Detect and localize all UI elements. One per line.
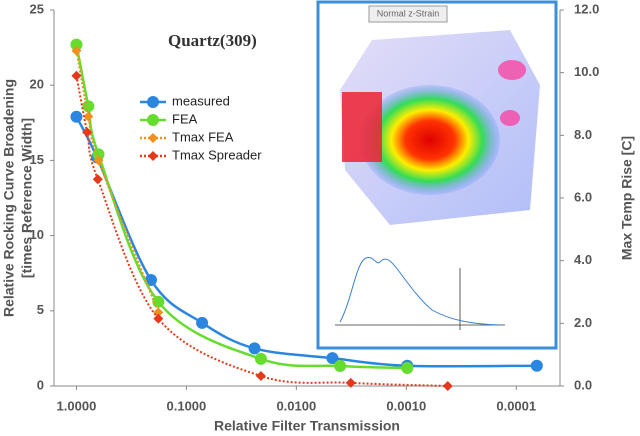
inset-title: Normal z-Strain xyxy=(377,8,440,18)
y-axis-label: Relative Rocking Curve Broadening xyxy=(1,79,17,317)
legend-marker xyxy=(148,133,158,143)
x-tick-label: 0.0001 xyxy=(496,398,536,413)
data-point xyxy=(71,70,82,81)
legend-marker xyxy=(147,96,159,108)
y2-tick-label: 6.0 xyxy=(574,189,592,204)
legend-label: FEA xyxy=(172,111,198,126)
strain-edge xyxy=(342,92,382,162)
inset-curve xyxy=(339,256,501,326)
data-point xyxy=(255,370,266,381)
data-point xyxy=(153,313,164,324)
x-tick-label: 0.1000 xyxy=(167,398,207,413)
data-point xyxy=(345,377,356,388)
data-point xyxy=(82,127,93,138)
y-tick-label: 10 xyxy=(30,227,44,242)
y-tick-label: 15 xyxy=(30,152,44,167)
x-axis-label: Relative Filter Transmission xyxy=(214,418,400,434)
data-point xyxy=(70,38,83,51)
y-axis-label: [times Reference Width] xyxy=(19,118,35,278)
data-point xyxy=(152,295,165,308)
y2-tick-label: 10.0 xyxy=(574,64,599,79)
data-point xyxy=(92,174,103,185)
legend-marker xyxy=(148,151,158,161)
data-point xyxy=(326,352,339,365)
data-point xyxy=(401,361,414,374)
legend-label: measured xyxy=(172,93,230,108)
legend-label: Tmax FEA xyxy=(172,129,234,144)
x-tick-label: 0.0100 xyxy=(276,398,316,413)
data-point xyxy=(254,352,267,365)
y2-tick-label: 4.0 xyxy=(574,252,592,267)
data-point xyxy=(530,359,543,372)
data-point xyxy=(248,342,261,355)
y2-tick-label: 0.0 xyxy=(574,377,592,392)
strain-corner xyxy=(500,110,520,126)
y-tick-label: 20 xyxy=(30,77,44,92)
data-point xyxy=(70,110,83,123)
y2-axis-label: Max Temp Rise [C] xyxy=(619,136,635,260)
x-tick-label: 1.0000 xyxy=(57,398,97,413)
y-tick-label: 25 xyxy=(30,1,44,16)
inset: Normal z-Strain xyxy=(316,0,558,350)
data-point xyxy=(82,100,95,113)
strain-hotspot xyxy=(360,85,500,195)
inset-title-box xyxy=(368,5,448,23)
strain-corner xyxy=(498,60,526,80)
data-point xyxy=(71,45,82,56)
y2-tick-label: 8.0 xyxy=(574,127,592,142)
data-point xyxy=(83,111,94,122)
series-line xyxy=(75,50,160,313)
legend-marker xyxy=(147,114,159,126)
data-point xyxy=(196,316,209,329)
data-point xyxy=(442,381,453,391)
data-point xyxy=(334,359,347,372)
data-point xyxy=(144,273,157,286)
chart-title: Quartz(309) xyxy=(168,31,257,50)
y2-tick-label: 12.0 xyxy=(574,1,599,16)
legend-label: Tmax Spreader xyxy=(172,147,262,162)
y-tick-label: 5 xyxy=(37,302,44,317)
data-point xyxy=(93,155,104,166)
data-point xyxy=(92,148,105,161)
y-tick-label: 0 xyxy=(37,377,44,392)
x-tick-label: 0.0010 xyxy=(386,398,426,413)
y2-tick-label: 2.0 xyxy=(574,315,592,330)
